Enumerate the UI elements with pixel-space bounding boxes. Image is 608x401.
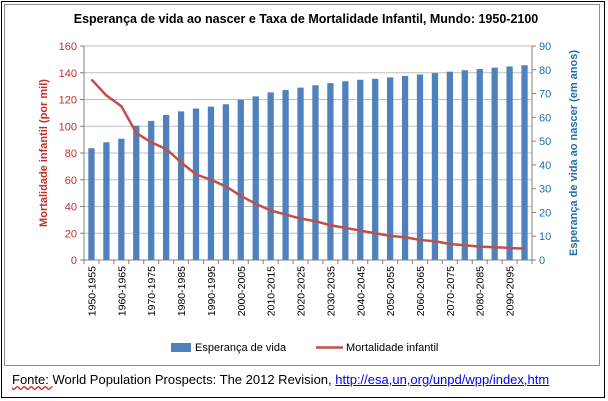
bar-2030-2035 — [327, 83, 334, 261]
x-tick-label: 2080-2085 — [475, 266, 487, 316]
left-tick-label: 140 — [59, 68, 77, 80]
bar-2055-2060 — [401, 75, 409, 261]
x-tick-label: 1990-1995 — [206, 266, 218, 316]
x-tick-label: 2070-2075 — [445, 266, 457, 316]
chart-title: Esperança de vida ao nascer e Taxa de Mo… — [74, 12, 539, 26]
x-tick-label: 1980-1985 — [176, 266, 188, 316]
left-tick-label: 40 — [65, 202, 77, 214]
bar-2010-2015 — [267, 92, 274, 260]
right-tick-label: 0 — [539, 255, 545, 267]
x-tick-labels: 1950-1955 1960-1965 1970-1975 1980-1985 1990… — [86, 266, 516, 316]
left-tick-label: 20 — [65, 228, 77, 240]
left-tick-label: 120 — [59, 95, 77, 107]
bar-2045-2050 — [372, 78, 379, 261]
right-tick-label: 60 — [539, 112, 551, 124]
bar-1990-1995 — [207, 106, 215, 260]
left-tick-label: 0 — [71, 255, 77, 267]
x-tick-label: 2030-2035 — [325, 266, 337, 316]
right-tick-label: 40 — [539, 160, 551, 172]
footer-source: World Population Prospects: The 2012 Rev… — [52, 372, 336, 387]
right-tick-label: 20 — [539, 207, 551, 219]
x-tick-label: 2010-2015 — [266, 266, 278, 316]
right-tick-label: 30 — [539, 184, 551, 196]
bar-2005-2010 — [252, 96, 259, 260]
right-tick-labels: 0 10 20 30 40 50 60 70 80 90 — [539, 41, 551, 267]
bar-2075-2080 — [461, 70, 468, 261]
bar-2025-2030 — [312, 85, 319, 260]
legend-bar-label: Esperança de vida — [195, 342, 287, 354]
right-axis-label: Esperança de vida ao nascer (em anos) — [568, 50, 580, 256]
x-tick-label: 2090-2095 — [505, 266, 517, 316]
left-tick-label: 100 — [59, 121, 77, 133]
source-link[interactable]: http://esa,un,org/unpd/wpp/index,htm — [335, 372, 550, 387]
bar-2035-2040 — [342, 81, 349, 261]
bar-1980-1985 — [177, 111, 185, 260]
bar-2015-2020 — [282, 89, 289, 260]
footer-prefix: Fonte: — [12, 372, 53, 387]
left-axis-label: Mortalidade infantil (por mil) — [38, 79, 50, 227]
right-tick-label: 70 — [539, 89, 551, 101]
bar-2060-2065 — [416, 74, 424, 261]
bar-1960-1965 — [118, 138, 125, 260]
left-tick-label: 160 — [59, 41, 77, 53]
right-tick-label: 50 — [539, 136, 551, 148]
bar-2040-2045 — [357, 79, 364, 261]
bar-2050-2055 — [386, 77, 394, 261]
x-tick-label: 2020-2025 — [296, 266, 308, 316]
bar-2085-2090 — [491, 67, 498, 260]
legend-bar-swatch — [171, 343, 191, 352]
right-tick-label: 90 — [539, 41, 551, 53]
gridlines — [84, 45, 532, 234]
bar-2070-2075 — [446, 71, 454, 261]
bar-2080-2085 — [476, 69, 483, 260]
bar-series — [88, 65, 528, 261]
bar-1975-1980 — [162, 114, 170, 260]
bar-2065-2070 — [431, 73, 439, 261]
x-tick-label: 2000-2005 — [236, 266, 248, 316]
bar-1985-1990 — [192, 108, 200, 260]
bar-1950-1955 — [88, 148, 95, 260]
bar-1965-1970 — [133, 125, 140, 261]
legend: Esperança de vida Mortalidade infantil — [171, 342, 438, 354]
bar-2000-2005 — [237, 99, 244, 260]
left-tick-label: 60 — [65, 175, 77, 187]
bar-2095-2100 — [521, 65, 528, 260]
bar-1970-1975 — [148, 120, 155, 261]
axes — [80, 45, 536, 264]
x-tick-label: 2060-2065 — [415, 266, 427, 316]
x-tick-label: 1950-1955 — [86, 266, 98, 316]
x-tick-label: 2040-2045 — [355, 266, 367, 316]
legend-line-label: Mortalidade infantil — [346, 342, 438, 354]
source-footer: Fonte: World Population Prospects: The 2… — [12, 372, 549, 387]
bar-1995-2000 — [222, 104, 230, 260]
line-series — [90, 78, 525, 250]
bar-1955-1960 — [103, 142, 110, 260]
left-tick-label: 80 — [65, 148, 77, 160]
bar-2090-2095 — [506, 66, 513, 261]
x-tick-label: 2050-2055 — [385, 266, 397, 316]
bar-2020-2025 — [297, 87, 304, 260]
right-tick-label: 10 — [539, 231, 551, 243]
right-tick-label: 80 — [539, 65, 551, 77]
line-mortalidade-infantil — [90, 78, 525, 250]
left-tick-labels: 0 20 40 60 80 100 120 140 160 — [59, 41, 77, 267]
x-tick-label: 1970-1975 — [146, 266, 158, 316]
x-tick-label: 1960-1965 — [116, 266, 128, 316]
